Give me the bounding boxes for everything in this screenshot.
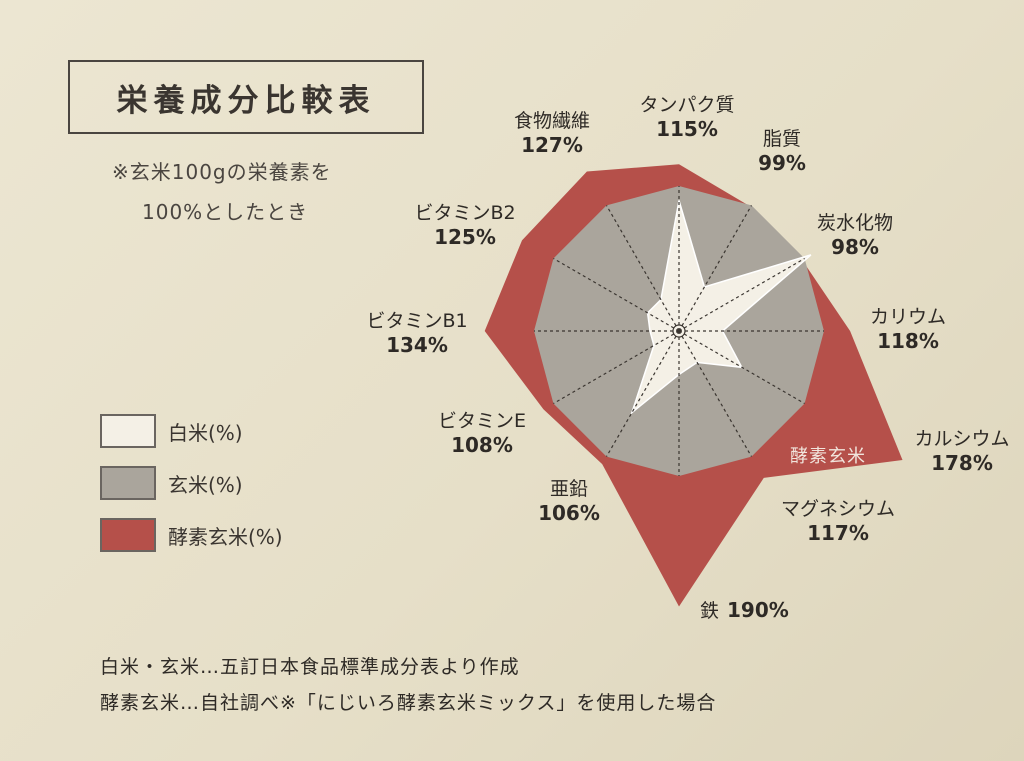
legend-swatch-white-rice (100, 414, 156, 448)
radar-spoke (553, 257, 680, 332)
radar-spoke (678, 257, 805, 332)
axis-name: 炭水化物 (816, 212, 893, 234)
legend-label-enzyme-rice: 酵素玄米(%) (168, 524, 283, 549)
axis-label-vitamin-b1: ビタミンB1 134% (342, 310, 492, 357)
axis-value-label: 134% (386, 332, 448, 357)
axis-name: 脂質 (762, 128, 801, 150)
axis-label-magnesium: マグネシウム 117% (758, 498, 918, 545)
axis-value-label: 106% (538, 500, 600, 525)
axis-name: ビタミンE (437, 410, 526, 432)
radar-spoke (678, 205, 753, 332)
axis-value-label: 98% (831, 234, 879, 259)
series-label-enzyme-rice: 酵素玄米 (790, 446, 866, 467)
axis-label-potassium: カリウム 118% (848, 306, 968, 353)
axis-value-label: 99% (758, 150, 806, 175)
footer-source-line-2: 酵素玄米…自社調べ※「にじいろ酵素玄米ミックス」を使用した場合 (100, 692, 717, 714)
axis-label-protein: タンパク質 115% (622, 94, 752, 141)
legend-item-white-rice: 白米(%) (100, 414, 243, 448)
axis-label-fat: 脂質 99% (742, 128, 822, 175)
axis-name: カリウム (869, 306, 946, 328)
radar-center-dot (676, 328, 682, 334)
axis-label-vitamin-b2: ビタミンB2 125% (390, 202, 540, 249)
axis-name: ビタミンB1 (366, 310, 468, 332)
radar-spoke (553, 330, 680, 405)
axis-name: 鉄 (700, 600, 720, 622)
footer-source-line-1: 白米・玄米…五訂日本食品標準成分表より作成 (100, 656, 520, 678)
legend-swatch-brown-rice (100, 466, 156, 500)
axis-value-label: 178% (931, 450, 993, 475)
axis-label-zinc: 亜鉛 106% (514, 478, 624, 525)
axis-name: 食物繊維 (513, 110, 590, 132)
legend-item-enzyme-rice: 酵素玄米(%) (100, 518, 283, 552)
axis-label-iron: 鉄 190% (700, 596, 789, 623)
legend-label-white-rice: 白米(%) (168, 420, 243, 445)
axis-name: カルシウム (914, 428, 1010, 450)
axis-label-carbohydrate: 炭水化物 98% (790, 212, 920, 259)
axis-value-label: 118% (877, 328, 939, 353)
note-line-1: ※玄米100gの栄養素を (112, 160, 332, 184)
radar-spoke (678, 330, 753, 457)
axis-value-label: 117% (807, 520, 869, 545)
radar-spoke (678, 330, 805, 405)
chart-title-box: 栄養成分比較表 (68, 60, 424, 134)
axis-value-label: 108% (451, 432, 513, 457)
axis-name: ビタミンB2 (414, 202, 516, 224)
axis-name: マグネシウム (780, 498, 895, 520)
radar-spoke (605, 330, 680, 457)
axis-value-label: 125% (434, 224, 496, 249)
chart-title: 栄養成分比較表 (116, 82, 376, 119)
legend-label-brown-rice: 玄米(%) (168, 472, 243, 497)
axis-value-label: 190% (727, 598, 789, 622)
axis-label-dietary-fiber: 食物繊維 127% (492, 110, 612, 157)
axis-name: 亜鉛 (549, 478, 588, 500)
note-line-2: 100%としたとき (142, 200, 309, 224)
radar-center-ring (672, 324, 686, 338)
axis-name: タンパク質 (639, 94, 735, 116)
radar-spoke (605, 205, 680, 332)
axis-value-label: 115% (656, 116, 718, 141)
axis-value-label: 127% (521, 132, 583, 157)
axis-label-vitamin-e: ビタミンE 108% (412, 410, 552, 457)
legend-swatch-enzyme-rice (100, 518, 156, 552)
axis-label-calcium: カルシウム 178% (900, 428, 1024, 475)
legend-item-brown-rice: 玄米(%) (100, 466, 243, 500)
